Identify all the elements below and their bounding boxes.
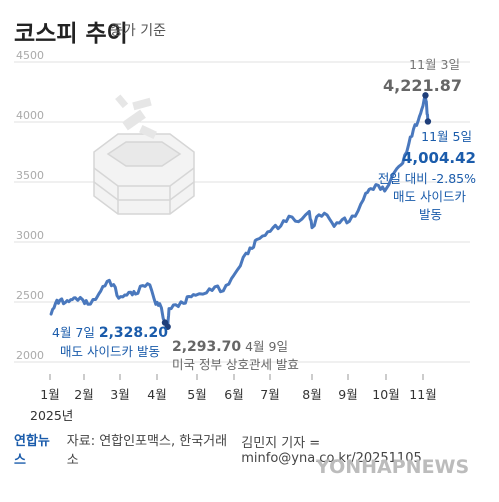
x-tick-6: 6월 — [224, 387, 243, 402]
annotation-apr7-sidecar: 매도 사이드카 발동 — [60, 344, 160, 359]
annotation-apr7-value: 2,328.20 — [98, 325, 168, 341]
annotation-nov5-value: 4,004.42 — [401, 149, 476, 167]
annotation-apr7-date: 4월 7일 — [52, 325, 95, 340]
money-box-illustration — [93, 94, 195, 215]
annotation-nov5-sidecar: 매도 사이드카 — [393, 189, 466, 204]
y-tick-4000: 4000 — [16, 109, 44, 122]
x-tick-7: 7월 — [260, 387, 279, 402]
yonhap-logo: 연합뉴스 — [14, 434, 50, 468]
marker-2025-11-03 — [422, 92, 429, 99]
grid-lines — [14, 61, 470, 363]
footer: 연합뉴스 자료: 연합인포맥스, 한국거래소 김민지 기자 = minfo@yn… — [14, 430, 499, 468]
x-tick-10: 10월 — [372, 387, 399, 402]
annotation-apr7: 4월 7일 2,328.20 — [52, 325, 168, 341]
annotation-nov5-trigger: 발동 — [418, 207, 442, 222]
x-tick-9: 9월 — [338, 387, 357, 402]
chart-subtitle: 종가 기준 — [110, 23, 166, 39]
annotation-nov5-date: 11월 5일 — [421, 129, 472, 144]
marker-2025-04-09 — [164, 323, 171, 330]
marker-2025-11-05 — [424, 118, 432, 125]
annotation-nov5-change: 전일 대비 -2.85% — [377, 171, 476, 186]
source-text: 자료: 연합인포맥스, 한국거래소 — [66, 434, 228, 468]
annotation-apr9-tariff: 미국 정부 상호관세 발효 — [172, 357, 299, 372]
x-tick-3: 3월 — [110, 387, 129, 402]
title-main-text: 코스피 추이 — [14, 21, 128, 47]
y-tick-3000: 3000 — [16, 229, 44, 242]
data-markers — [161, 92, 432, 330]
x-tick-2: 2월 — [74, 387, 93, 402]
kospi-series-line — [49, 93, 430, 329]
annotation-nov3-value: 4,221.87 — [383, 76, 462, 95]
annotation-nov3-date: 11월 3일 — [409, 57, 460, 72]
annotation-apr9-date: 4월 9일 — [245, 339, 288, 354]
y-tick-4500: 4500 — [16, 49, 44, 62]
annotation-apr9: 2,293.70 4월 9일 — [172, 339, 288, 355]
credit-text: 김민지 기자 = minfo@yna.co.kr/20251105 — [241, 436, 422, 466]
y-tick-2500: 2500 — [16, 289, 44, 302]
annotation-apr9-value: 2,293.70 — [172, 339, 242, 355]
x-tick-labels: 1월 2월 3월 4월 5월 6월 7월 8월 9월 10월 11월 — [40, 374, 437, 402]
x-tick-5: 5월 — [187, 387, 206, 402]
y-tick-3500: 3500 — [16, 169, 44, 182]
x-tick-1: 1월 — [40, 387, 59, 402]
x-tick-4: 4월 — [147, 387, 166, 402]
y-tick-labels: 2000 2500 3000 3500 4000 4500 — [16, 49, 44, 362]
y-tick-2000: 2000 — [16, 349, 44, 362]
yonhapnews-watermark: YONHAPNEWS — [316, 456, 470, 478]
year-label: 2025년 — [30, 408, 74, 423]
x-tick-11: 11월 — [409, 387, 436, 402]
x-tick-8: 8월 — [302, 387, 321, 402]
chart-title: 코스피 추이 — [14, 14, 128, 48]
